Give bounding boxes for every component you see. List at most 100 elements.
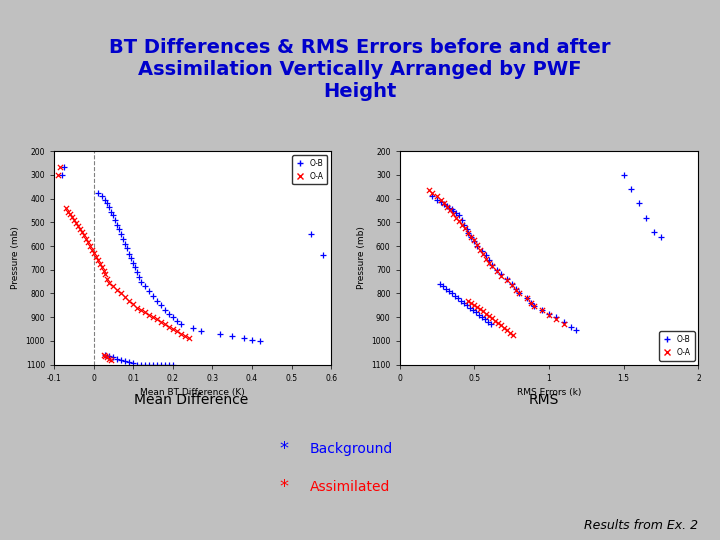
Text: *: * (280, 440, 289, 458)
Point (558, 318, 570, 326)
Point (66, 213, 78, 221)
Point (423, 186, 435, 194)
Point (443, 287, 454, 295)
Point (104, 354, 115, 363)
Point (482, 318, 493, 326)
Point (96, 263, 107, 272)
Point (528, 302, 540, 310)
Point (487, 262, 498, 271)
Text: RMS: RMS (528, 393, 559, 407)
Point (456, 220, 468, 229)
Point (139, 360, 151, 369)
Point (462, 296, 474, 305)
Point (495, 321, 507, 330)
Point (469, 237, 480, 246)
Point (109, 215, 121, 224)
Point (74, 225, 86, 233)
Point (115, 355, 127, 364)
Point (86, 245, 97, 254)
Point (431, 192, 443, 200)
Point (480, 309, 492, 318)
Point (127, 359, 139, 368)
Point (131, 360, 143, 369)
Point (130, 263, 141, 272)
Point (558, 320, 570, 328)
X-axis label: Mean BT Difference (K): Mean BT Difference (K) (140, 388, 245, 397)
Point (151, 360, 163, 369)
Point (472, 242, 483, 251)
Point (441, 201, 453, 210)
Point (72, 221, 84, 230)
Point (441, 202, 453, 211)
Point (88, 249, 99, 258)
Text: *: * (280, 478, 289, 496)
Point (458, 299, 469, 307)
Point (91, 188, 104, 197)
Point (226, 332, 238, 340)
Point (536, 306, 547, 314)
Point (62, 207, 73, 216)
Point (551, 315, 562, 324)
Point (215, 329, 226, 338)
Point (501, 326, 513, 334)
Text: Mean Difference: Mean Difference (134, 393, 248, 407)
Point (163, 322, 174, 331)
Point (52, 171, 63, 180)
Point (487, 261, 498, 269)
Point (448, 210, 459, 218)
Point (135, 277, 147, 286)
Point (454, 211, 465, 219)
Point (183, 334, 194, 343)
Point (127, 258, 139, 267)
Point (104, 352, 115, 361)
Point (91, 256, 104, 265)
Point (427, 192, 438, 200)
Point (437, 282, 449, 291)
Point (318, 251, 329, 260)
Point (151, 296, 163, 305)
Point (156, 360, 167, 369)
Point (495, 271, 507, 280)
Point (187, 323, 199, 332)
Point (446, 289, 458, 298)
Point (491, 267, 503, 275)
Point (455, 296, 467, 305)
Point (566, 322, 577, 331)
Point (106, 207, 117, 216)
Point (238, 334, 250, 343)
Point (431, 195, 443, 204)
Point (159, 306, 171, 314)
Point (485, 320, 497, 328)
Point (458, 220, 469, 229)
Point (96, 192, 107, 200)
Point (122, 244, 133, 253)
Point (526, 299, 537, 307)
Text: Background: Background (310, 442, 393, 456)
Legend: O-B, O-A: O-B, O-A (292, 155, 328, 185)
Point (78, 231, 89, 240)
Point (491, 265, 503, 274)
Point (456, 215, 468, 224)
Point (171, 327, 183, 336)
Point (536, 306, 547, 314)
Point (99, 350, 111, 359)
Point (459, 224, 471, 233)
Point (102, 275, 113, 284)
Y-axis label: Pressure (mb): Pressure (mb) (356, 226, 366, 289)
Point (464, 303, 476, 312)
Point (171, 316, 183, 325)
X-axis label: RMS Errors (k): RMS Errors (k) (517, 388, 581, 397)
Point (106, 355, 117, 364)
Point (501, 275, 513, 284)
Point (82, 238, 94, 247)
Point (528, 302, 540, 310)
Point (68, 215, 79, 224)
Text: BT Differences & RMS Errors before and after
Assimilation Vertically Arranged by: BT Differences & RMS Errors before and a… (109, 38, 611, 102)
Point (120, 239, 131, 248)
Point (436, 195, 447, 204)
Point (462, 228, 474, 237)
Point (76, 227, 88, 236)
Point (495, 270, 507, 279)
Point (461, 225, 472, 234)
Point (112, 286, 123, 294)
